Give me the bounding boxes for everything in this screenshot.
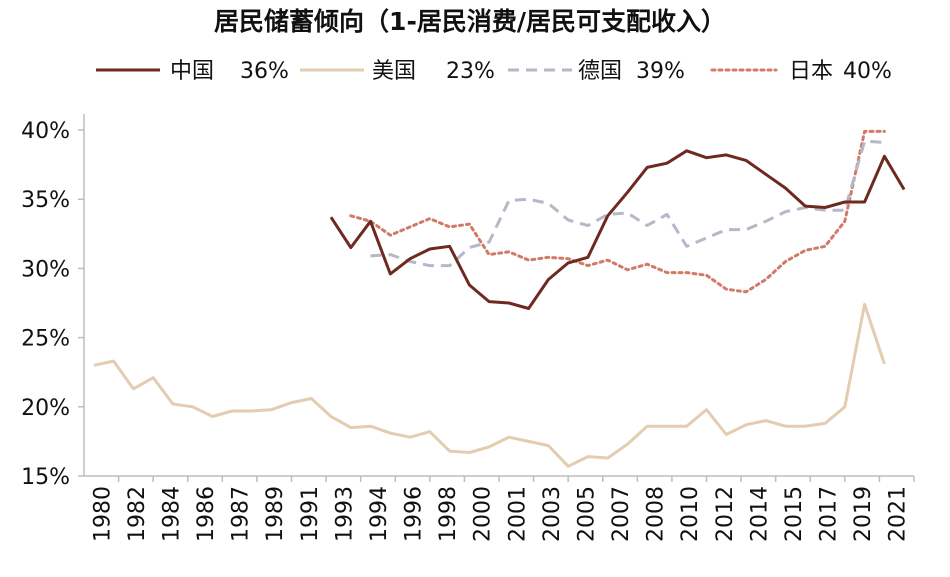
x-tick-label: 1994 bbox=[367, 486, 392, 542]
axes: 15% 20% 25% 30% 35% 40% 1980 1982 1984 1986 1987 19… bbox=[21, 114, 915, 542]
legend-name: 日本 bbox=[789, 59, 833, 84]
x-tick-label: 2015 bbox=[782, 486, 807, 542]
y-tick-label: 30% bbox=[21, 257, 70, 282]
x-tick-label: 1984 bbox=[159, 486, 184, 542]
y-tick-label: 40% bbox=[21, 119, 70, 144]
y-tick-label: 20% bbox=[21, 396, 70, 421]
legend-value: 36% bbox=[240, 59, 289, 84]
x-tick-label: 2005 bbox=[574, 486, 599, 542]
x-tick-label: 2010 bbox=[678, 486, 703, 542]
series-line-3 bbox=[370, 139, 885, 268]
legend-item: 美国 23% bbox=[300, 59, 495, 84]
x-tick-label: 1993 bbox=[332, 486, 357, 542]
x-tick-label: 1996 bbox=[402, 486, 427, 542]
x-tick-label: 2007 bbox=[609, 486, 634, 542]
y-tick-label: 15% bbox=[21, 465, 70, 490]
x-tick-label: 2008 bbox=[644, 486, 669, 542]
x-tick-label: 2003 bbox=[540, 486, 565, 542]
legend-value: 40% bbox=[843, 59, 892, 84]
x-tick-label: 2014 bbox=[747, 486, 772, 542]
legend-name: 美国 bbox=[372, 59, 416, 84]
legend: 中国 36% 美国 23% 德国 39% 日本 40% bbox=[96, 59, 892, 84]
x-tick-label: 1991 bbox=[298, 486, 323, 542]
y-tick-label: 25% bbox=[21, 327, 70, 352]
series-line-1 bbox=[329, 149, 906, 310]
legend-name: 德国 bbox=[578, 59, 622, 84]
series-line-4 bbox=[349, 129, 886, 294]
series-layer bbox=[93, 129, 906, 468]
legend-name: 中国 bbox=[170, 59, 214, 84]
x-tick-label: 2021 bbox=[886, 486, 911, 542]
legend-item: 日本 40% bbox=[710, 59, 892, 84]
x-tick-label: 1987 bbox=[229, 486, 254, 542]
x-tick-label: 1989 bbox=[263, 486, 288, 542]
x-tick-label: 2000 bbox=[471, 486, 496, 542]
legend-value: 23% bbox=[446, 59, 495, 84]
legend-value: 39% bbox=[636, 59, 685, 84]
x-tick-label: 2019 bbox=[851, 486, 876, 542]
y-tick-label: 35% bbox=[21, 188, 70, 213]
x-tick-label: 1980 bbox=[90, 486, 115, 542]
x-tick-label: 2001 bbox=[505, 486, 530, 542]
x-tick-label: 1998 bbox=[436, 486, 461, 542]
series-line-2 bbox=[93, 302, 886, 468]
x-tick-label: 1982 bbox=[125, 486, 150, 542]
x-tick-label: 2017 bbox=[817, 486, 842, 542]
legend-item: 中国 36% bbox=[96, 59, 289, 84]
x-tick-label: 2012 bbox=[713, 486, 738, 542]
x-tick-label: 1986 bbox=[194, 486, 219, 542]
legend-item: 德国 39% bbox=[508, 59, 685, 84]
chart-title: 居民储蓄倾向（1-居民消费/居民可支配收入） bbox=[214, 7, 726, 36]
